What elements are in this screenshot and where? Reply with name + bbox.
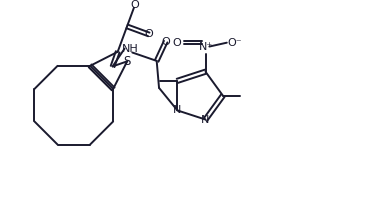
Text: O: O <box>131 0 140 10</box>
Text: NH: NH <box>122 44 139 54</box>
Text: O: O <box>161 37 170 47</box>
Text: N: N <box>173 105 181 115</box>
Text: S: S <box>123 55 131 68</box>
Text: N: N <box>201 115 210 125</box>
Text: N⁺: N⁺ <box>199 42 214 52</box>
Text: O: O <box>144 29 153 39</box>
Text: O⁻: O⁻ <box>227 38 242 48</box>
Text: O: O <box>172 38 181 48</box>
